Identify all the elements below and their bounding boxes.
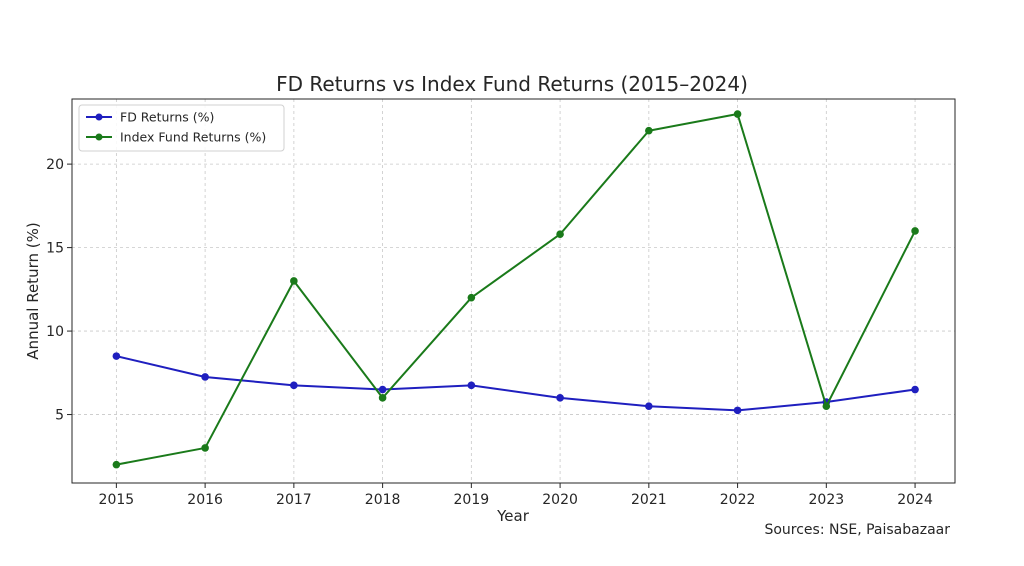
- fd-returns-line: [116, 355, 916, 412]
- x-axis: 2015 2016 2017 2018 2019 2020 2021 2022 2023 2024: [99, 483, 933, 508]
- y-tick-label: 10: [46, 324, 64, 340]
- x-tick-label: 2022: [720, 492, 756, 508]
- fd-returns-point: [112, 352, 121, 360]
- y-axis: 5 10 15 20: [46, 157, 72, 424]
- fd-returns-point: [201, 373, 209, 381]
- x-axis-label: Year: [496, 507, 530, 525]
- x-tick-label: 2019: [454, 492, 490, 508]
- index-fund-returns-point: [467, 293, 476, 302]
- index-fund-returns-point: [290, 277, 298, 285]
- y-tick-label: 5: [55, 408, 64, 424]
- index-fund-returns-point: [556, 230, 564, 239]
- fd-returns-point: [733, 406, 742, 415]
- index-fund-returns-point: [378, 394, 387, 402]
- index-fund-returns-point: [645, 126, 653, 135]
- grid-layer: [72, 99, 955, 483]
- x-tick-label: 2024: [897, 492, 933, 508]
- legend-index-marker: [95, 133, 103, 141]
- index-fund-returns-point: [733, 110, 742, 118]
- x-tick-label: 2020: [542, 492, 578, 508]
- chart-title: FD Returns vs Index Fund Returns (2015–2…: [276, 72, 748, 96]
- x-tick-label: 2018: [365, 492, 401, 508]
- fd-returns-point: [645, 402, 653, 411]
- legend-fd-marker: [95, 113, 103, 121]
- y-tick-label: 20: [46, 157, 64, 173]
- fd-returns-point: [290, 381, 298, 390]
- legend-index-label: Index Fund Returns (%): [120, 130, 266, 145]
- y-axis-label: Annual Return (%): [24, 222, 42, 359]
- x-tick-label: 2016: [187, 492, 223, 508]
- series-layer: [112, 110, 919, 469]
- fd-returns-point: [378, 385, 387, 394]
- legend: FD Returns (%) Index Fund Returns (%): [78, 104, 285, 152]
- x-tick-label: 2021: [631, 492, 667, 508]
- fd-returns-point: [556, 394, 564, 402]
- y-tick-label: 15: [46, 241, 64, 257]
- sources-note: Sources: NSE, Paisabazaar: [764, 522, 950, 538]
- index-fund-returns-line: [116, 113, 916, 466]
- x-tick-label: 2023: [809, 492, 845, 508]
- index-fund-returns-point: [112, 460, 121, 469]
- legend-fd-label: FD Returns (%): [120, 110, 214, 125]
- plot-area-frame: [71, 98, 956, 484]
- fd-returns-point: [467, 381, 476, 390]
- x-tick-label: 2017: [276, 492, 312, 508]
- x-tick-label: 2015: [99, 492, 135, 508]
- index-fund-returns-point: [911, 227, 919, 235]
- fd-returns-point: [911, 385, 919, 394]
- index-fund-returns-point: [822, 402, 831, 411]
- legend-box: [78, 104, 285, 152]
- index-fund-returns-point: [201, 444, 209, 452]
